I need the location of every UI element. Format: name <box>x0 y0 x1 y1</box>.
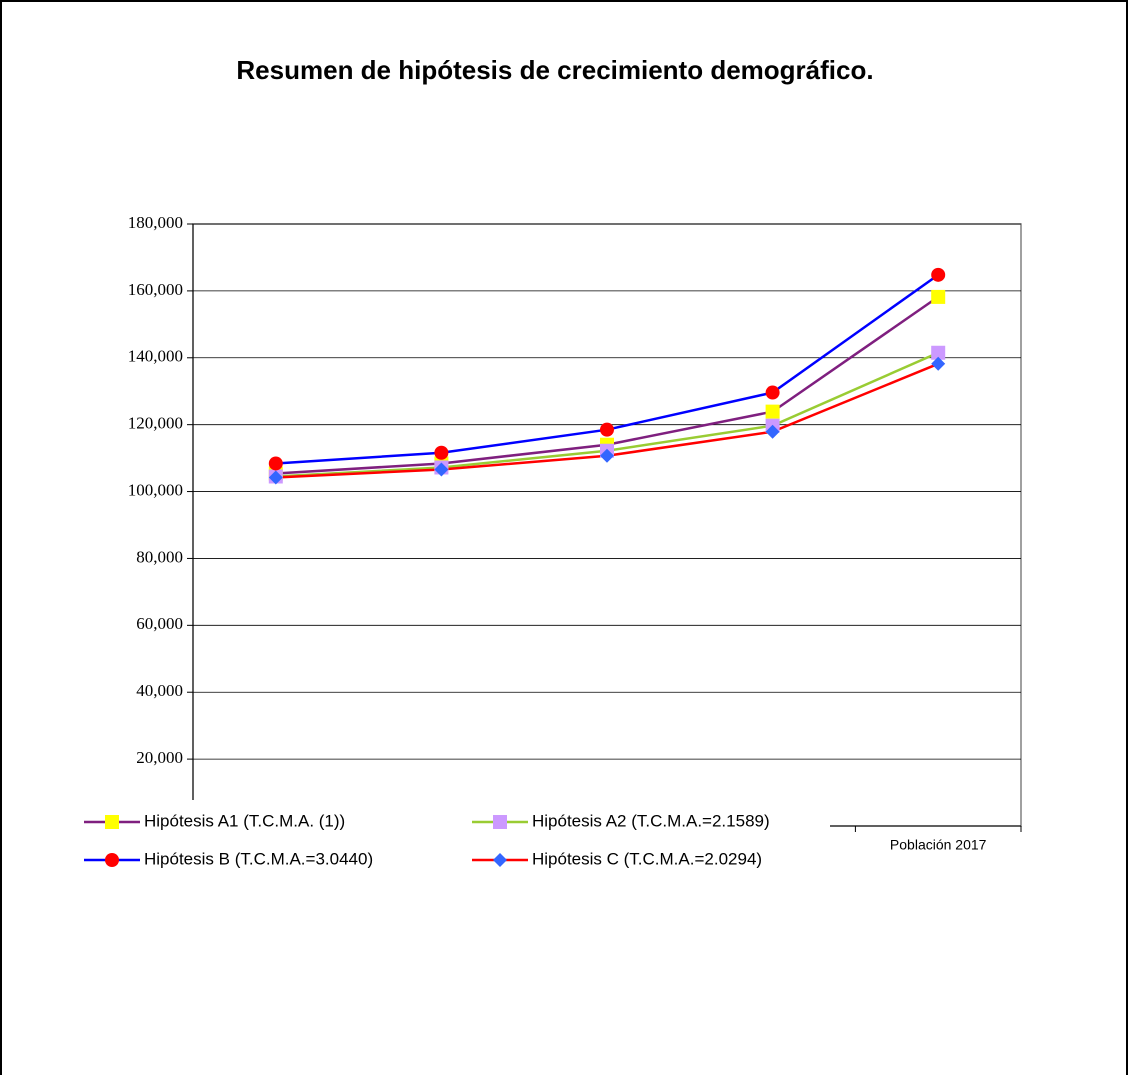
point <box>931 345 946 360</box>
legend-label: Hipótesis A2 (T.C.M.A.=2.1589) <box>532 811 770 830</box>
plot-area <box>192 223 1022 827</box>
legend-marker <box>493 853 507 867</box>
y-tick-label: 180,000 <box>128 213 183 232</box>
legend-marker <box>105 815 119 829</box>
legend-marker <box>105 853 119 867</box>
legend <box>72 800 830 880</box>
y-tick-label: 40,000 <box>136 681 183 700</box>
y-tick-label: 100,000 <box>128 480 183 499</box>
y-tick-label: 160,000 <box>128 280 183 299</box>
y-tick-label: 140,000 <box>128 347 183 366</box>
y-tick-label: 120,000 <box>128 414 183 433</box>
point <box>268 470 283 485</box>
point <box>434 445 449 460</box>
point <box>765 385 780 400</box>
y-tick-label: 60,000 <box>136 614 183 633</box>
point <box>931 289 946 304</box>
y-tick-label: 80,000 <box>136 547 183 566</box>
point <box>268 456 283 471</box>
point <box>931 356 946 371</box>
legend-label: Hipótesis B (T.C.M.A.=3.0440) <box>144 849 373 868</box>
point <box>765 404 780 419</box>
legend-label: Hipótesis A1 (T.C.M.A. (1)) <box>144 811 345 830</box>
point <box>434 462 449 477</box>
point <box>600 448 614 463</box>
chart-title: Resumen de hipótesis de crecimiento demo… <box>236 55 873 85</box>
point <box>765 424 780 439</box>
legend-label: Hipótesis C (T.C.M.A.=2.0294) <box>532 849 762 868</box>
x-tick-label: Población 2017 <box>890 837 987 853</box>
legend-marker <box>493 815 507 829</box>
point <box>931 267 946 282</box>
point <box>600 422 614 437</box>
y-tick-label: 20,000 <box>136 748 183 767</box>
